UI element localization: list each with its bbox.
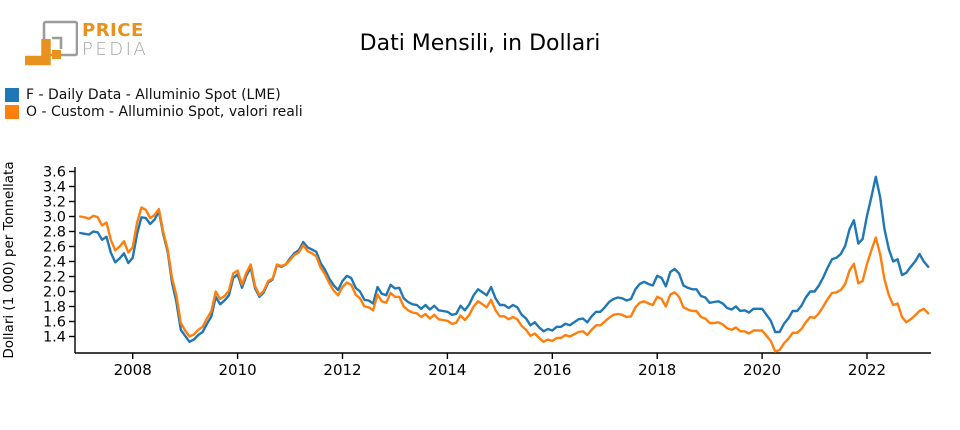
legend-swatch-orange	[5, 105, 19, 119]
y-tick-label: 2.4	[43, 255, 66, 271]
logo-word-pedia: PEDIA	[82, 39, 149, 60]
legend-swatch-blue	[5, 87, 19, 102]
x-tick-label: 2014	[428, 361, 466, 379]
y-tick-label: 1.8	[43, 300, 66, 316]
x-tick-label: 2010	[219, 361, 257, 379]
y-tick-label: 3.2	[43, 195, 66, 211]
logo-orange-arrow	[25, 39, 51, 66]
y-tick-label: 2.8	[43, 225, 66, 241]
logo-inner-bracket	[52, 36, 63, 49]
logo-text: PRICE PEDIA	[82, 20, 149, 60]
chart-legend: F - Daily Data - Alluminio Spot (LME) O …	[5, 87, 303, 122]
pricepedia-logo: PRICE PEDIA	[20, 12, 148, 70]
y-tick-label: 3.6	[43, 165, 66, 181]
pricepedia-logo-icon	[25, 20, 78, 66]
chart-title: Dati Mensili, in Dollari	[359, 31, 601, 56]
logo-word-price: PRICE	[82, 20, 144, 42]
series-line-reali	[78, 206, 930, 353]
y-tick-label: 1.6	[43, 315, 66, 331]
y-tick-label: 2.0	[43, 285, 66, 301]
legend-item-reali: O - Custom - Alluminio Spot, valori real…	[5, 104, 303, 120]
y-tick-label: 2.2	[43, 270, 66, 286]
x-tick-label: 2020	[743, 361, 781, 379]
logo-orange-square	[52, 50, 61, 59]
x-tick-label: 2012	[323, 361, 361, 379]
legend-label-reali: O - Custom - Alluminio Spot, valori real…	[26, 104, 303, 120]
legend-item-lme: F - Daily Data - Alluminio Spot (LME)	[5, 86, 303, 103]
x-tick-label: 2018	[638, 361, 676, 379]
x-tick-label: 2008	[114, 361, 152, 379]
x-tick-label: 2022	[848, 361, 886, 379]
series-line-lme	[78, 175, 930, 343]
y-tick-label: 2.6	[43, 240, 66, 256]
x-tick-label: 2016	[533, 361, 571, 379]
y-tick-label: 3.0	[43, 210, 66, 226]
legend-label-lme: F - Daily Data - Alluminio Spot (LME)	[26, 86, 281, 103]
y-tick-label: 3.4	[43, 180, 66, 196]
y-axis-label: Dollari (1 000) per Tonnellata	[1, 161, 17, 358]
y-tick-label: 1.4	[43, 330, 66, 346]
